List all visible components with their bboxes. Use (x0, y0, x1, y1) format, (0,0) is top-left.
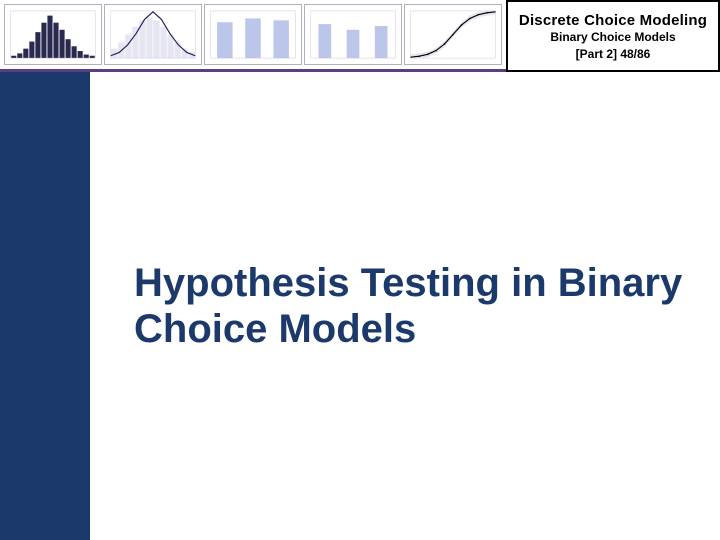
content-area: Hypothesis Testing in Binary Choice Mode… (90, 72, 720, 540)
page-title: Hypothesis Testing in Binary Choice Mode… (134, 260, 690, 352)
slide: Discrete Choice Modeling Binary Choice M… (0, 0, 720, 540)
mini-chart-3 (204, 4, 302, 65)
mini-chart-4 (304, 4, 402, 65)
mini-chart-1 (4, 4, 102, 65)
slide-number: [Part 2] 48/86 (514, 47, 712, 61)
left-sidebar (0, 72, 90, 540)
header-strip: Discrete Choice Modeling Binary Choice M… (0, 0, 720, 72)
course-subtitle: Binary Choice Models (514, 30, 712, 44)
charts-area (0, 0, 506, 72)
mini-chart-2 (104, 4, 202, 65)
mini-chart-5 (404, 4, 502, 65)
header-title-box: Discrete Choice Modeling Binary Choice M… (506, 0, 720, 72)
course-title: Discrete Choice Modeling (514, 12, 712, 29)
